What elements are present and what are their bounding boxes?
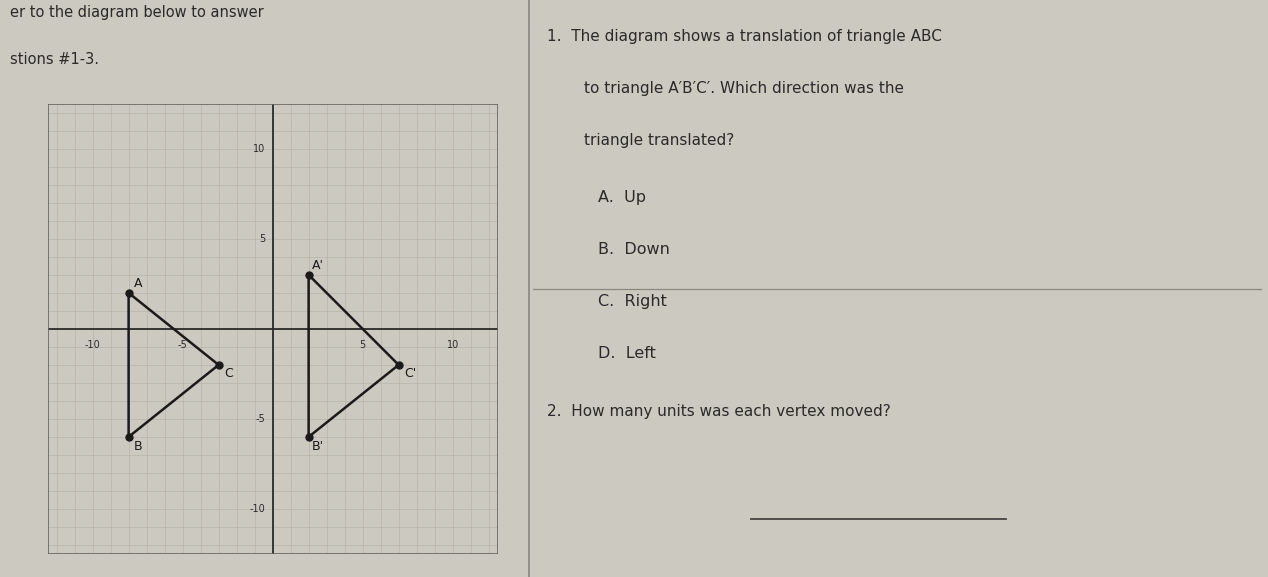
Text: -10: -10 <box>250 504 265 514</box>
Text: er to the diagram below to answer: er to the diagram below to answer <box>10 5 264 20</box>
Text: B': B' <box>312 440 325 452</box>
Text: B: B <box>134 440 142 452</box>
Text: C: C <box>224 368 233 380</box>
Text: A': A' <box>312 260 325 272</box>
Text: -5: -5 <box>256 414 265 424</box>
Text: triangle translated?: triangle translated? <box>583 133 734 148</box>
Text: B.  Down: B. Down <box>598 242 670 257</box>
Text: 10: 10 <box>254 144 265 154</box>
Text: to triangle A′B′C′. Which direction was the: to triangle A′B′C′. Which direction was … <box>583 81 904 96</box>
Text: C': C' <box>404 368 416 380</box>
Text: 2.  How many units was each vertex moved?: 2. How many units was each vertex moved? <box>547 404 891 419</box>
Text: 10: 10 <box>446 340 459 350</box>
Text: 5: 5 <box>259 234 265 244</box>
Text: A.  Up: A. Up <box>598 190 647 205</box>
Text: -5: -5 <box>178 340 188 350</box>
Text: -10: -10 <box>85 340 100 350</box>
Text: C.  Right: C. Right <box>598 294 667 309</box>
Text: 5: 5 <box>360 340 365 350</box>
Text: 1.  The diagram shows a translation of triangle ABC: 1. The diagram shows a translation of tr… <box>547 29 942 44</box>
Text: A: A <box>134 278 142 290</box>
Text: D.  Left: D. Left <box>598 346 656 361</box>
Text: stions #1-3.: stions #1-3. <box>10 52 99 67</box>
